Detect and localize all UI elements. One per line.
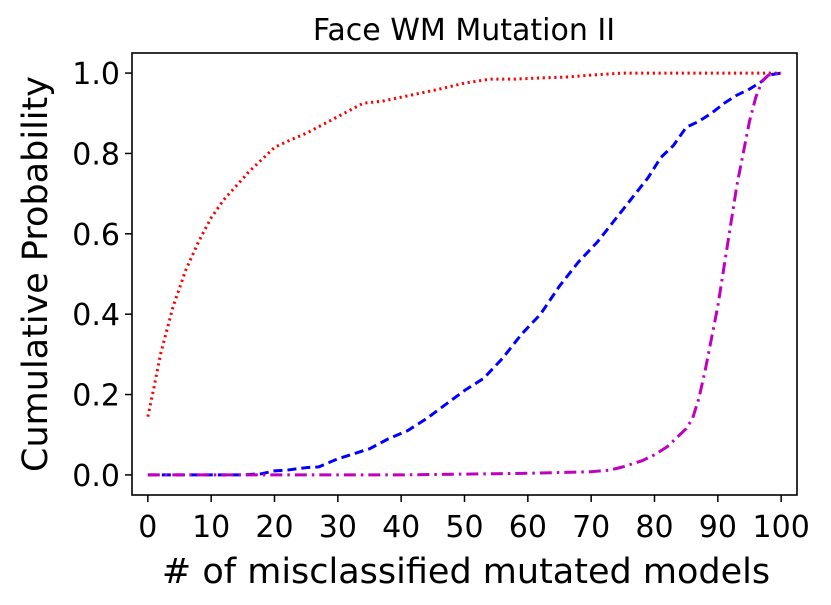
series-line-blue-dashed bbox=[147, 71, 782, 477]
series-line-red-dotted bbox=[146, 71, 782, 417]
x-tick-label: 10 bbox=[192, 510, 230, 545]
y-tick-label: 0.2 bbox=[72, 379, 120, 414]
x-tick-label: 30 bbox=[319, 510, 357, 545]
x-axis-ticks: 0 10 20 30 40 50 60 70 80 90 100 bbox=[138, 495, 810, 545]
x-tick-label: 60 bbox=[509, 510, 547, 545]
x-axis-label: # of misclassified mutated models bbox=[162, 552, 770, 592]
plot-frame bbox=[131, 52, 798, 496]
x-tick-label: 100 bbox=[753, 510, 810, 545]
y-tick-label: 0.6 bbox=[72, 218, 120, 253]
y-tick-label: 0.8 bbox=[72, 137, 120, 172]
x-tick-label: 20 bbox=[255, 510, 293, 545]
y-tick-label: 1.0 bbox=[72, 57, 120, 92]
y-axis-ticks: 0.0 0.2 0.4 0.6 0.8 1.0 bbox=[72, 57, 132, 494]
x-tick-label: 80 bbox=[635, 510, 673, 545]
y-axis-label: Cumulative Probability bbox=[16, 76, 56, 472]
y-tick-label: 0.0 bbox=[72, 459, 120, 494]
x-tick-label: 0 bbox=[138, 510, 157, 545]
chart-title: Face WM Mutation II bbox=[313, 13, 615, 48]
plot-area bbox=[146, 71, 782, 477]
series-line-magenta-dashdot bbox=[147, 71, 782, 477]
x-tick-label: 50 bbox=[445, 510, 483, 545]
x-tick-label: 90 bbox=[699, 510, 737, 545]
x-tick-label: 40 bbox=[382, 510, 420, 545]
x-tick-label: 70 bbox=[572, 510, 610, 545]
y-tick-label: 0.4 bbox=[72, 298, 120, 333]
